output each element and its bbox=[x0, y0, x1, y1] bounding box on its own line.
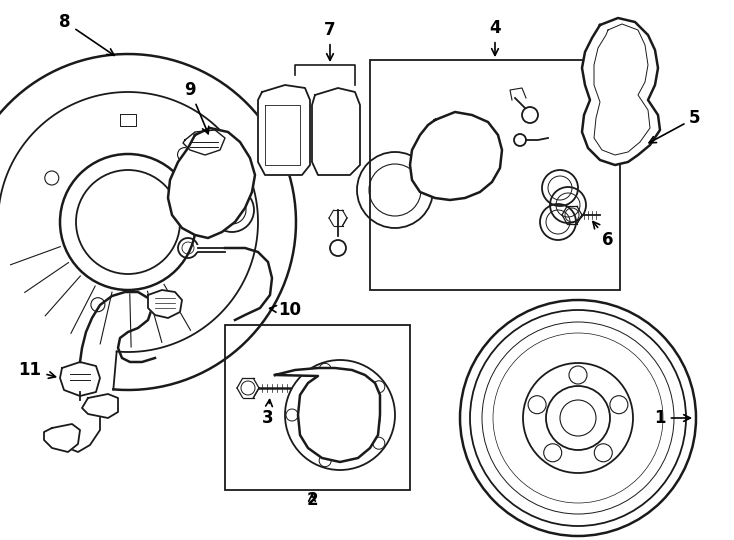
Polygon shape bbox=[60, 362, 100, 396]
Text: 7: 7 bbox=[324, 21, 336, 60]
Polygon shape bbox=[148, 290, 182, 318]
Text: 4: 4 bbox=[489, 19, 501, 56]
Text: 3: 3 bbox=[262, 400, 274, 427]
Polygon shape bbox=[582, 18, 660, 165]
Polygon shape bbox=[275, 368, 380, 462]
Polygon shape bbox=[258, 85, 310, 175]
Text: 1: 1 bbox=[654, 409, 691, 427]
Polygon shape bbox=[168, 128, 255, 238]
Text: 9: 9 bbox=[184, 81, 208, 134]
Bar bbox=[370, 60, 620, 290]
Polygon shape bbox=[120, 114, 136, 126]
Text: 8: 8 bbox=[59, 13, 115, 56]
Text: 10: 10 bbox=[269, 301, 302, 319]
Text: 6: 6 bbox=[593, 221, 614, 249]
Text: 5: 5 bbox=[649, 109, 701, 143]
Bar bbox=[225, 325, 410, 490]
Text: 2: 2 bbox=[306, 491, 318, 509]
Polygon shape bbox=[312, 88, 360, 175]
Polygon shape bbox=[82, 394, 118, 418]
Polygon shape bbox=[183, 130, 225, 155]
Polygon shape bbox=[44, 424, 80, 452]
Text: 11: 11 bbox=[18, 361, 56, 379]
Polygon shape bbox=[410, 112, 502, 200]
